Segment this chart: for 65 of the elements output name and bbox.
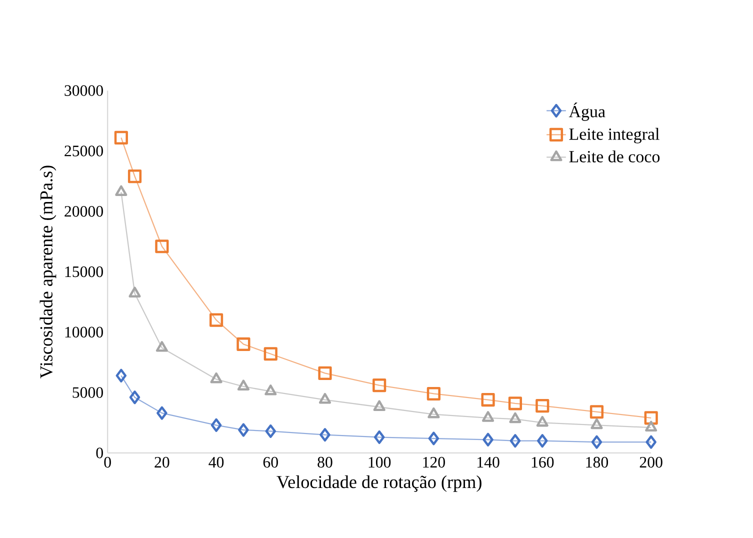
legend-label: Leite integral — [569, 128, 660, 144]
x-tick-label: 80 — [318, 456, 332, 468]
y-tick-label: 5000 — [72, 387, 103, 398]
point — [318, 393, 332, 404]
point — [509, 412, 522, 424]
point — [481, 393, 495, 407]
y-tick-label: 15000 — [65, 266, 103, 278]
point — [536, 416, 548, 427]
legend-label: Leite de coco — [569, 150, 660, 162]
y-tick-label: 20000 — [64, 206, 103, 217]
point — [128, 170, 142, 184]
y-tick-label: 30000 — [64, 85, 103, 96]
point — [156, 406, 168, 420]
point — [264, 384, 277, 396]
point — [210, 418, 222, 432]
x-tick-label: 120 — [423, 456, 445, 468]
point — [238, 423, 249, 437]
x-tick-label: 140 — [478, 456, 500, 468]
point — [645, 420, 658, 432]
x-tick-label: 60 — [263, 456, 278, 468]
point — [264, 347, 278, 361]
point — [237, 380, 250, 391]
y-axis-title: Viscosidade aparente (mPa.s) — [40, 166, 56, 378]
x-tick-label: 200 — [640, 456, 662, 468]
point — [590, 405, 604, 419]
x-tick-label: 20 — [154, 456, 170, 468]
point — [537, 434, 548, 448]
point — [210, 372, 222, 384]
point — [116, 368, 127, 382]
point — [591, 435, 602, 449]
legend-label: Água — [568, 102, 606, 121]
x-tick-label: 180 — [586, 456, 608, 468]
point — [536, 399, 550, 413]
point — [265, 424, 276, 438]
point — [428, 408, 440, 418]
point — [590, 418, 603, 430]
point — [318, 366, 332, 380]
point — [374, 430, 385, 444]
point — [209, 313, 224, 327]
point — [644, 411, 658, 425]
point — [508, 396, 522, 410]
point — [373, 400, 386, 412]
y-tick-label: 0 — [96, 448, 103, 458]
point — [372, 378, 386, 392]
point — [482, 432, 494, 447]
point — [129, 390, 140, 404]
point — [114, 130, 128, 145]
x-tick-label: 0 — [104, 456, 111, 468]
x-tick-label: 160 — [532, 456, 554, 468]
point — [128, 286, 141, 298]
point — [156, 341, 168, 352]
point — [236, 338, 250, 352]
y-tick-label: 10000 — [65, 326, 103, 338]
point — [646, 435, 656, 449]
point — [320, 428, 330, 442]
y-tick-label: 25000 — [64, 146, 103, 156]
x-tick-label: 100 — [368, 456, 391, 468]
point — [426, 387, 440, 401]
point — [482, 411, 494, 422]
point — [428, 432, 440, 446]
x-axis-title: Velocidade de rotação (rpm) — [276, 475, 482, 492]
point — [510, 434, 521, 448]
x-tick-label: 40 — [208, 456, 224, 468]
point — [155, 240, 169, 254]
point — [115, 185, 128, 196]
